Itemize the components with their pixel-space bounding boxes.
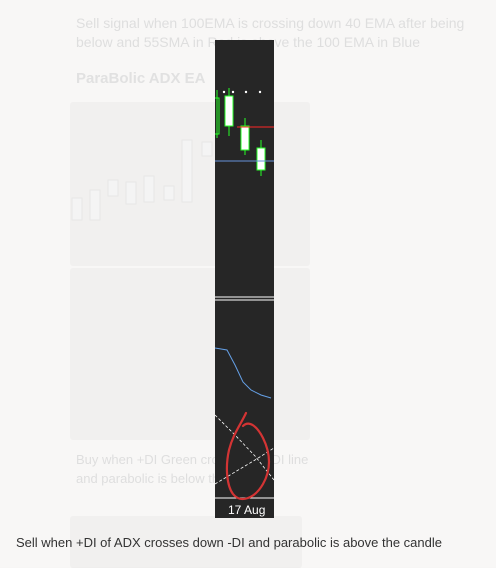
sar-dot xyxy=(258,90,262,94)
background-buy-description: Buy when +DI Green crosses up -DI line a… xyxy=(76,452,309,486)
adx-line xyxy=(215,347,272,399)
plus-di-line xyxy=(215,414,274,481)
price-chart xyxy=(215,40,274,518)
chart-canvas xyxy=(215,88,274,501)
background-next-card xyxy=(70,516,302,568)
sar-dot xyxy=(244,90,248,94)
image-caption: Sell when +DI of ADX crosses down -DI an… xyxy=(16,535,442,550)
candle xyxy=(224,95,234,127)
sar-dot xyxy=(231,90,235,94)
date-axis-label: 17 Aug xyxy=(228,503,266,517)
section-title: ParaBolic ADX EA xyxy=(76,70,206,87)
candle xyxy=(215,97,220,135)
annotation-circle xyxy=(225,411,271,501)
candle xyxy=(240,125,250,151)
background-candles xyxy=(71,139,213,221)
background-description: Sell signal when 100EMA is crossing down… xyxy=(76,15,465,50)
candle xyxy=(256,147,266,171)
sar-dot xyxy=(222,90,226,94)
minus-di-line xyxy=(215,447,274,485)
background-indicator-card xyxy=(70,268,310,440)
